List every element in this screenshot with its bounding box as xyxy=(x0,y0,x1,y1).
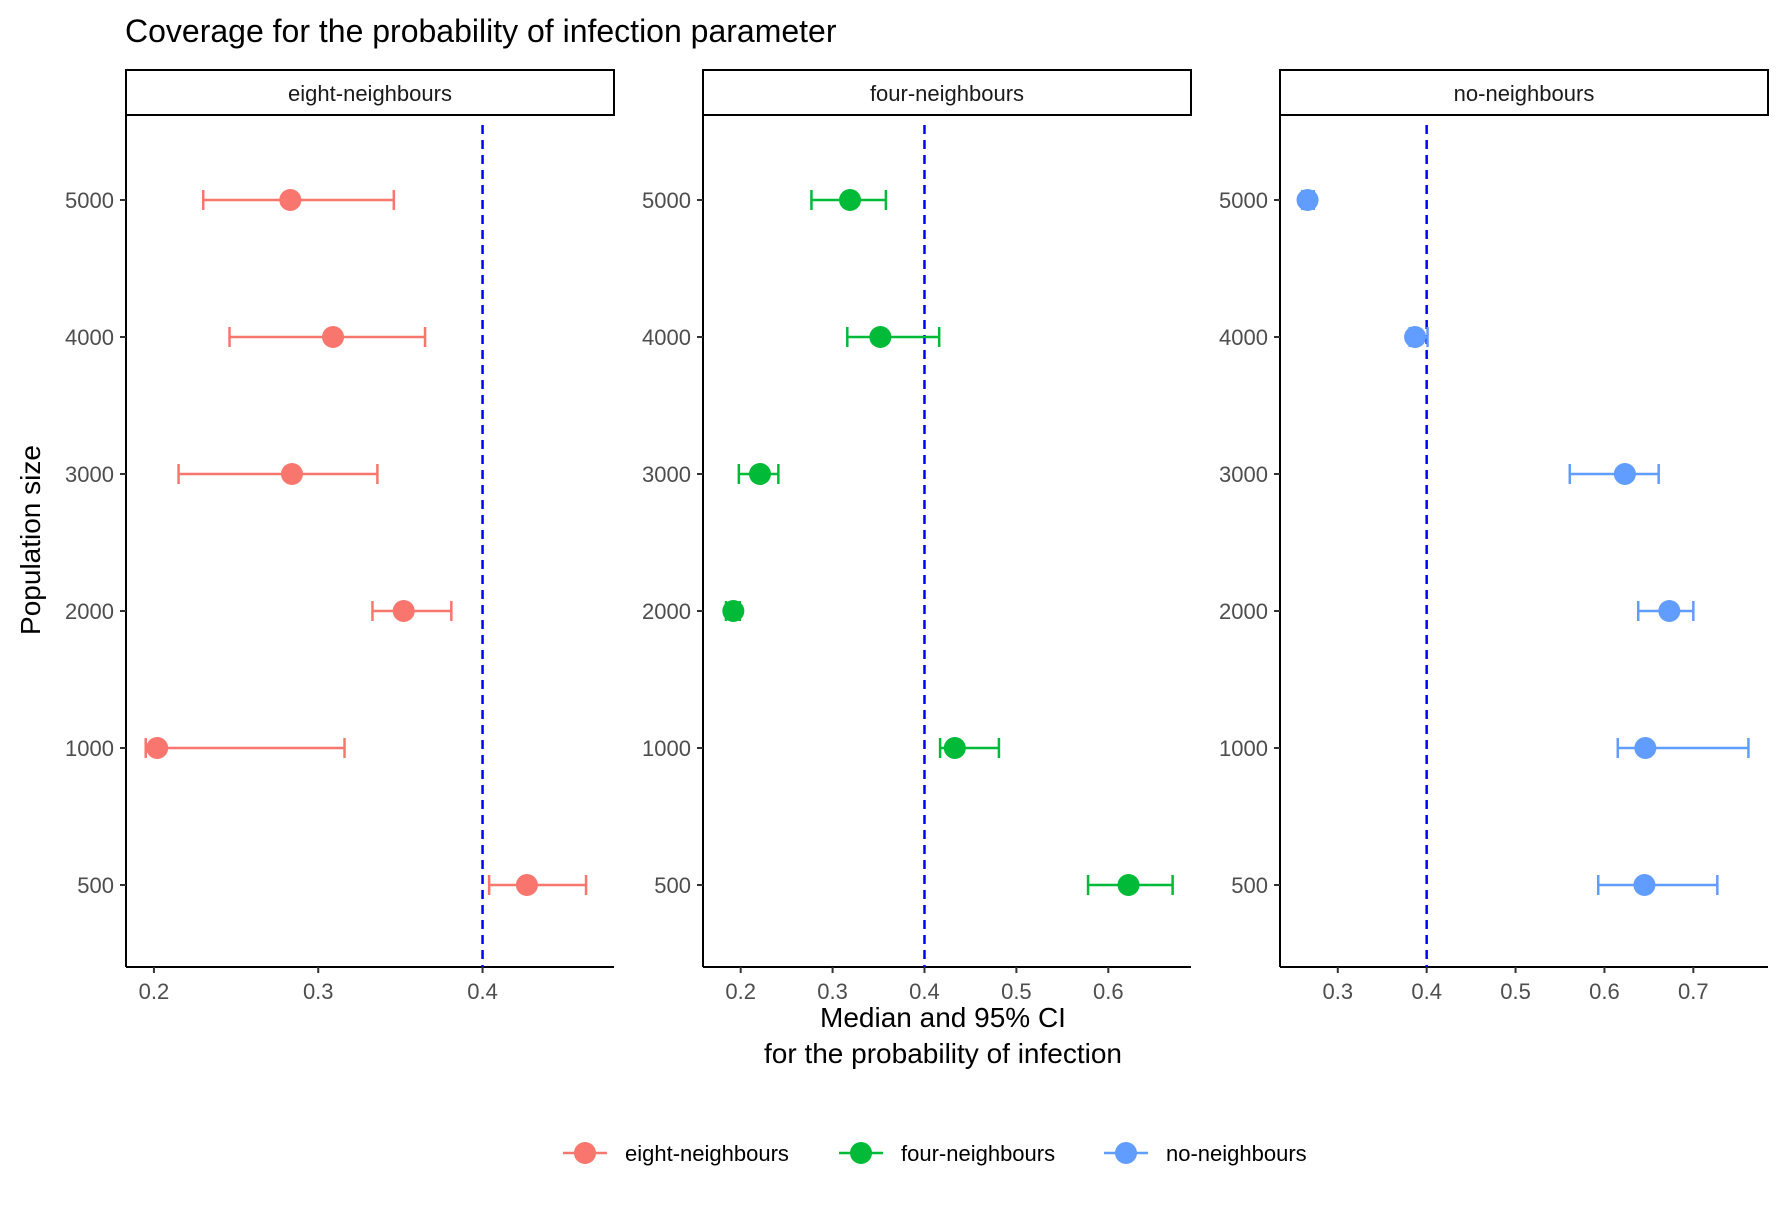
x-tick-label: 0.7 xyxy=(1678,979,1709,1004)
chart-title: Coverage for the probability of infectio… xyxy=(125,13,837,49)
median-point xyxy=(1633,874,1656,896)
median-point xyxy=(722,600,745,622)
x-tick-label: 0.4 xyxy=(909,979,940,1004)
median-point xyxy=(515,874,538,896)
median-point xyxy=(322,326,345,348)
y-tick-label: 500 xyxy=(654,873,691,898)
median-point xyxy=(1658,600,1681,622)
panel-eight-neighbours: eight-neighbours 500 1000 2000 3000 4000 5000 0… xyxy=(65,69,615,1004)
legend-item-four-neighbours: four-neighbours xyxy=(839,1141,1055,1166)
x-tick-label: 0.6 xyxy=(1093,979,1124,1004)
y-tick-label: 2000 xyxy=(65,599,114,624)
median-point xyxy=(1296,189,1319,211)
y-tick-label: 4000 xyxy=(642,325,691,350)
y-tick-label: 3000 xyxy=(1219,462,1268,487)
x-tick-label: 0.3 xyxy=(1322,979,1353,1004)
x-tick-label: 0.5 xyxy=(1001,979,1032,1004)
y-tick-label: 3000 xyxy=(642,462,691,487)
legend-item-no-neighbours: no-neighbours xyxy=(1104,1141,1307,1166)
y-tick-label: 1000 xyxy=(1219,736,1268,761)
x-tick-label: 0.3 xyxy=(303,979,334,1004)
x-tick-label: 0.2 xyxy=(725,979,756,1004)
legend-item-eight-neighbours: eight-neighbours xyxy=(563,1141,789,1166)
y-tick-label: 1000 xyxy=(642,736,691,761)
y-axis-label: Population size xyxy=(15,445,46,635)
panel-no-neighbours: no-neighbours 500 1000 2000 3000 4000 5000 0.3 0… xyxy=(1219,69,1769,1004)
panel-four-neighbours: four-neighbours 500 1000 2000 3000 4000 5000 0.… xyxy=(642,69,1192,1004)
median-point xyxy=(392,600,415,622)
y-tick-label: 5000 xyxy=(1219,188,1268,213)
legend-key-point xyxy=(574,1142,596,1164)
median-point xyxy=(1404,326,1427,348)
median-point xyxy=(1613,463,1636,485)
legend-key-point xyxy=(1115,1142,1137,1164)
y-tick-label: 2000 xyxy=(642,599,691,624)
legend-label: four-neighbours xyxy=(901,1141,1055,1166)
legend-key-point xyxy=(850,1142,872,1164)
median-point xyxy=(1634,737,1657,759)
panel-strip-label: no-neighbours xyxy=(1454,81,1595,106)
median-point xyxy=(943,737,966,759)
x-tick-label: 0.4 xyxy=(1411,979,1442,1004)
x-tick-label: 0.2 xyxy=(139,979,170,1004)
panel-strip xyxy=(125,69,615,116)
x-tick-label: 0.6 xyxy=(1589,979,1620,1004)
y-tick-label: 4000 xyxy=(1219,325,1268,350)
panel-strip-label: four-neighbours xyxy=(870,81,1024,106)
panel-strip xyxy=(702,69,1192,116)
x-tick-label: 0.4 xyxy=(467,979,498,1004)
median-point xyxy=(1117,874,1140,896)
x-tick-label: 0.5 xyxy=(1500,979,1531,1004)
median-point xyxy=(146,737,169,759)
y-tick-label: 5000 xyxy=(65,188,114,213)
median-point xyxy=(869,326,892,348)
facet-panels: eight-neighbours 500 1000 2000 3000 4000 5000 0… xyxy=(65,69,1769,1004)
median-point xyxy=(839,189,862,211)
y-tick-label: 3000 xyxy=(65,462,114,487)
y-tick-label: 4000 xyxy=(65,325,114,350)
y-tick-label: 1000 xyxy=(65,736,114,761)
panel-strip xyxy=(1279,69,1769,116)
legend: eight-neighbours four-neighbours no-neighb… xyxy=(563,1141,1307,1166)
median-point xyxy=(748,463,771,485)
median-point xyxy=(279,189,302,211)
y-tick-label: 2000 xyxy=(1219,599,1268,624)
median-point xyxy=(280,463,303,485)
x-axis-label-line2: for the probability of infection xyxy=(764,1038,1122,1069)
y-tick-label: 500 xyxy=(1231,873,1268,898)
x-axis-label-line1: Median and 95% CI xyxy=(820,1002,1066,1033)
panel-strip-label: eight-neighbours xyxy=(288,81,452,106)
y-tick-label: 500 xyxy=(77,873,114,898)
x-tick-label: 0.3 xyxy=(817,979,848,1004)
y-tick-label: 5000 xyxy=(642,188,691,213)
legend-label: eight-neighbours xyxy=(625,1141,789,1166)
legend-label: no-neighbours xyxy=(1166,1141,1307,1166)
